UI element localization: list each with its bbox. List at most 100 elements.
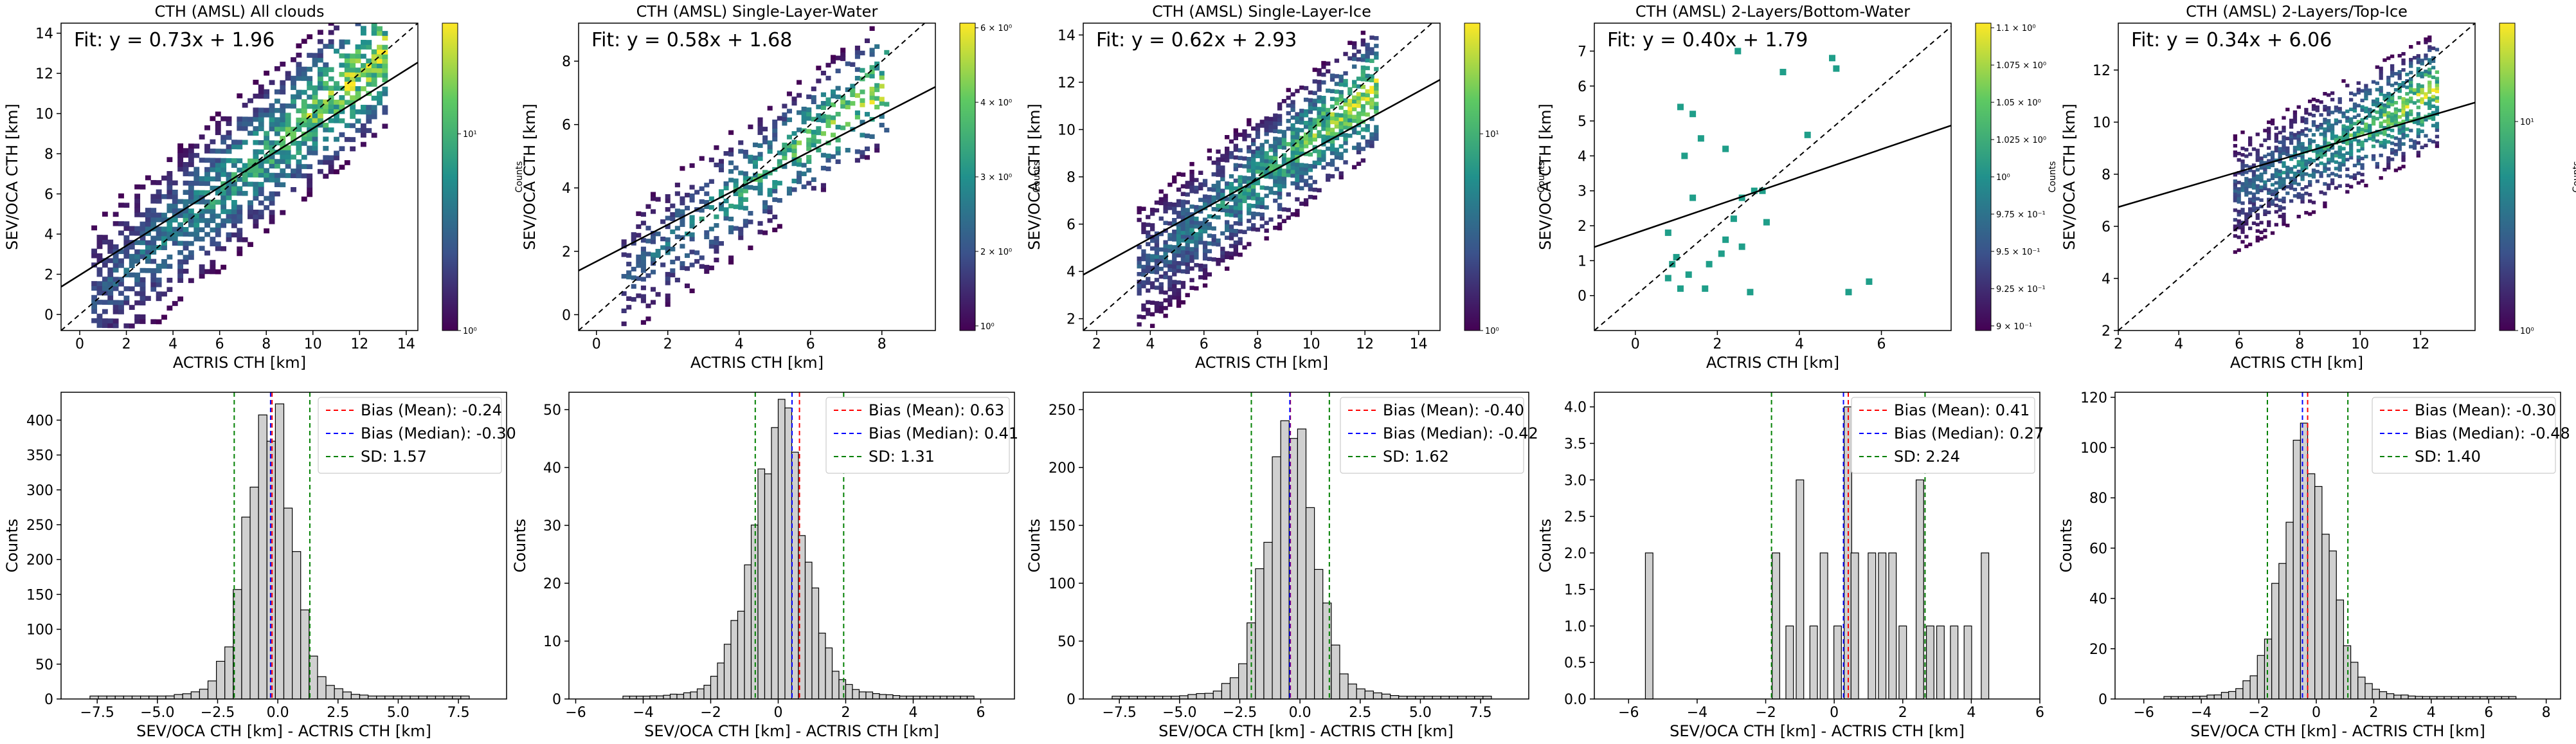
heatmap-cell — [2416, 134, 2420, 138]
heatmap-cell — [150, 208, 157, 213]
heatmap-cell — [350, 81, 356, 87]
axes-frame — [578, 23, 936, 331]
heatmap-cell — [296, 145, 302, 150]
heatmap-cell — [1365, 96, 1370, 102]
heatmap-cell — [1180, 219, 1186, 224]
heatmap-cell — [1299, 86, 1304, 90]
heatmap-cell — [2319, 126, 2323, 130]
heatmap-cell — [2386, 101, 2391, 105]
heatmap-cell — [2360, 156, 2364, 161]
heatmap-cell — [714, 145, 719, 150]
heatmap-cell — [879, 101, 885, 106]
heatmap-cell — [242, 116, 248, 122]
heatmap-cell — [840, 125, 846, 131]
heatmap-cell — [1365, 73, 1370, 78]
heatmap-cell — [1229, 150, 1234, 156]
heatmap-cell — [1137, 287, 1142, 292]
heatmap-cell — [1167, 244, 1173, 249]
heatmap-cell — [96, 253, 103, 259]
heatmap-cell — [748, 176, 753, 181]
histogram-bars — [622, 399, 975, 700]
heatmap-cell — [2251, 170, 2256, 174]
heatmap-cell — [210, 162, 216, 168]
heatmap-cell — [2390, 151, 2395, 155]
heatmap-cell — [2386, 127, 2391, 131]
heatmap-cell — [382, 105, 388, 111]
heatmap-cell — [307, 192, 313, 197]
heatmap-cell — [2416, 122, 2420, 125]
heatmap-cell — [762, 127, 768, 132]
heatmap-cell — [1295, 197, 1300, 202]
heatmap-cell — [2289, 118, 2294, 123]
heatmap-cell — [2337, 139, 2342, 143]
heatmap-cell — [1189, 169, 1194, 174]
heatmap-cell — [194, 167, 200, 172]
heatmap-cell — [762, 135, 768, 140]
heatmap-cell — [248, 200, 253, 206]
heatmap-cell — [253, 210, 259, 215]
heatmap-cell — [660, 236, 666, 242]
heatmap-cell — [2285, 185, 2290, 189]
heatmap-cell — [1722, 236, 1729, 243]
heatmap-cell — [2360, 105, 2364, 109]
heatmap-cell — [312, 90, 318, 95]
heatmap-cell — [1268, 174, 1274, 179]
heatmap-cell — [2420, 91, 2424, 95]
heatmap-cell — [2386, 140, 2391, 144]
colorbar-tick-label: 9.5 × 10⁻¹ — [1996, 248, 2040, 257]
heatmap-cell — [840, 95, 846, 100]
heatmap-cell — [879, 96, 885, 102]
heatmap-cell — [1356, 146, 1362, 150]
heatmap-cell — [2289, 199, 2294, 203]
heatmap-cell — [1154, 200, 1160, 205]
histogram-bar — [710, 675, 718, 700]
heatmap-cell — [129, 244, 135, 250]
heatmap-cell — [366, 40, 372, 45]
heatmap-cell — [2345, 119, 2350, 123]
heatmap-cell — [140, 268, 146, 273]
heatmap-cell — [1326, 127, 1331, 132]
x-axis-label: ACTRIS CTH [km] — [2230, 354, 2363, 372]
heatmap-cell — [2356, 155, 2361, 159]
heatmap-cell — [791, 152, 797, 158]
heatmap-cell — [1295, 212, 1300, 217]
heatmap-cell — [2379, 66, 2383, 71]
heatmap-cell — [2420, 71, 2424, 75]
heatmap-cell — [2282, 141, 2286, 146]
heatmap-cell — [328, 99, 334, 105]
heatmap-cell — [113, 286, 119, 291]
heatmap-cell — [210, 116, 216, 122]
heatmap-cell — [1189, 212, 1194, 217]
heatmap-cell — [854, 76, 860, 81]
heatmap-cell — [2375, 165, 2380, 169]
heatmap-cell — [248, 172, 253, 177]
histogram-bar — [1963, 625, 1972, 700]
heatmap-cell — [350, 58, 356, 64]
heatmap-cell — [199, 176, 205, 181]
heatmap-cell — [312, 62, 318, 68]
heatmap-cell — [285, 122, 291, 127]
heatmap-cell — [328, 127, 334, 132]
heatmap-cell — [1321, 165, 1326, 170]
heatmap-cell — [2267, 165, 2271, 169]
heatmap-cell — [1299, 116, 1304, 121]
heatmap-cell — [1185, 208, 1190, 212]
heatmap-cell — [2420, 87, 2424, 91]
heatmap-cell — [689, 262, 695, 268]
heatmap-cell — [2251, 221, 2256, 225]
heatmap-cell — [806, 181, 812, 186]
heatmap-cell — [1273, 144, 1278, 149]
heatmap-cell — [2386, 82, 2391, 86]
heatmap-cell — [161, 176, 167, 181]
heatmap-cell — [1308, 187, 1313, 192]
heatmap-cell — [2285, 172, 2290, 176]
heatmap-cell — [1343, 160, 1348, 165]
heatmap-cell — [2247, 207, 2253, 211]
heatmap-cell — [96, 286, 103, 291]
heatmap-cell — [344, 90, 350, 96]
heatmap-cell — [355, 44, 361, 50]
y-tick-label: 12 — [35, 66, 53, 82]
heatmap-cell — [680, 196, 685, 201]
heatmap-cell — [339, 62, 345, 68]
heatmap-cell — [2379, 92, 2383, 96]
